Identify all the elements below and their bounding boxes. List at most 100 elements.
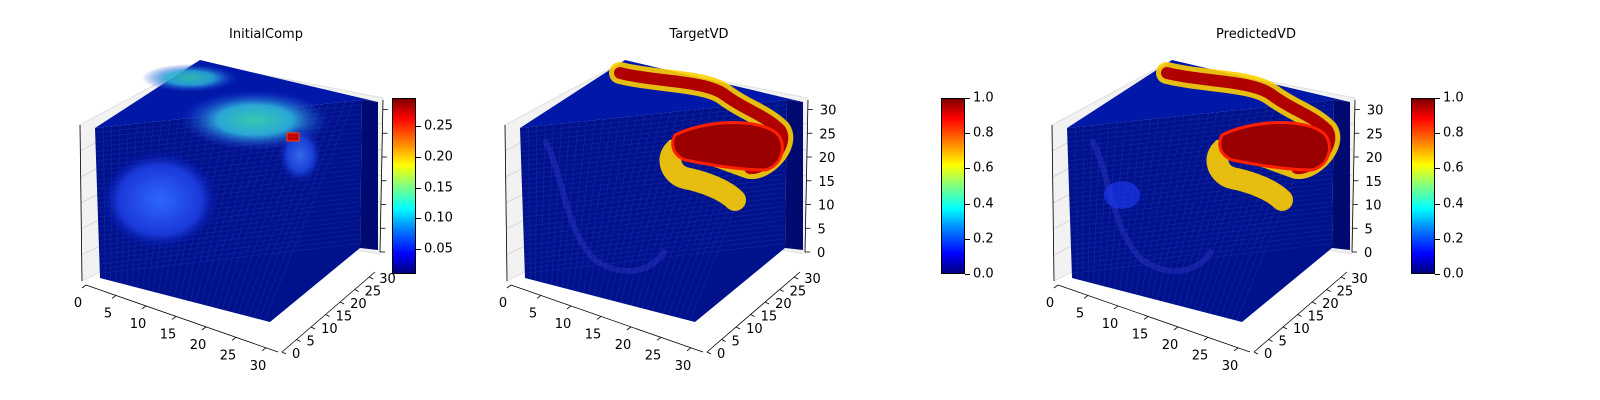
y-tick-label: 10 [746,322,763,337]
feature-blob [100,150,220,250]
y-tick-label: 15 [336,310,353,325]
colorbar-tick-label: 0.10 [424,210,453,226]
x-tick-mark [231,337,237,341]
y-tick-mark [764,301,770,305]
y-tick-label: 0 [292,347,300,362]
y-tick-label: 20 [350,297,367,312]
colorbar-tick-mark [416,218,421,220]
x-tick-mark [81,284,87,289]
feature-blob [1104,181,1140,209]
x-tick-label: 5 [529,306,537,321]
x-tick-mark [536,295,542,299]
x-tick-label: 25 [220,348,237,363]
y-tick-label: 30 [379,272,396,287]
x-tick-mark [171,316,177,320]
z-axis-right-line [1351,99,1356,253]
y-tick-label: 30 [804,272,821,287]
y-tick-label: 15 [1308,310,1325,325]
y-tick-mark [1297,314,1302,317]
colorbar-tick-label: 0.05 [424,241,453,257]
y-tick-label: 20 [1322,297,1339,312]
y-tick-label: 5 [732,335,740,350]
y-tick-label: 0 [1264,347,1272,362]
x-tick-label: 20 [615,338,632,353]
x-tick-mark [626,326,632,331]
y-axis-line [706,271,801,353]
colorbar-gradient [941,98,965,274]
colorbar-initialcomp: 0.05 0.10 0.15 0.20 0.25 [392,98,472,274]
colorbar-targetvd: 0.0 0.2 0.4 0.6 0.8 1.0 [941,91,1021,282]
z-tick-label: 5 [817,222,825,237]
chart-panel-predictedvd: PredictedVD 0 5 10 15 20 25 30 0 5 10 15 20 25 30 0 5 10… [972,0,1505,400]
colorbar-gradient [392,98,416,274]
z-tick-label: 10 [818,199,835,214]
x-tick-label: 25 [645,348,662,363]
chart-title: TargetVD [669,27,729,42]
cube-top-face [520,60,803,128]
x-tick-label: 5 [1076,306,1084,321]
z-tick-label: 15 [1365,175,1382,190]
colorbar-tick-label: 0.8 [1443,125,1464,141]
colorbar-tick-label: 1.0 [973,90,994,106]
x-tick-label: 20 [190,338,207,353]
y-tick-mark [1326,289,1331,292]
y-tick-mark [1311,301,1317,305]
y-tick-label: 25 [1337,285,1354,300]
y-tick-label: 5 [307,335,315,350]
y-tick-mark [354,289,359,292]
voxel-features [542,62,794,274]
x-tick-label: 25 [1192,348,1209,363]
colorbar-tick-mark [965,238,970,240]
z-tick-label: 15 [818,175,835,190]
z-axis-right-line [379,99,384,253]
y-tick-label: 25 [790,285,807,300]
y-tick-mark [721,339,726,342]
colorbar-tick-mark [965,168,970,170]
colorbar-tick-label: 0.0 [1443,266,1464,282]
z-tick-label: 30 [820,104,837,119]
y-tick-label: 25 [365,285,382,300]
y-tick-mark [325,314,330,317]
y-tick-mark [706,351,712,355]
x-tick-mark [261,347,267,352]
x-tick-label: 15 [160,327,177,342]
colorbar-tick-mark [1435,274,1440,275]
colorbar-tick-label: 0.6 [973,160,994,176]
x-tick-mark [656,337,662,341]
x-tick-label: 10 [555,317,572,332]
colorbar-tick-label: 0.2 [1443,231,1464,247]
y-axis-line [281,271,376,353]
colorbar-tick-mark [416,156,421,158]
colorbar-tick-mark [965,133,970,135]
y-axis-line [1253,271,1348,353]
y-tick-label: 15 [761,310,778,325]
chart-panel-initialcomp: InitialComp 0 5 10 15 20 25 30 0 5 10 15 20 25 30 [0,0,533,400]
x-tick-mark [1053,284,1059,289]
y-tick-mark [296,339,301,342]
y-tick-mark [310,326,316,330]
x-axis-line [510,284,704,353]
z-axis-line [1051,124,1055,282]
y-tick-mark [779,289,784,292]
colorbar-tick-mark [1435,238,1440,240]
feature-faint-outline [1089,138,1215,274]
y-tick-label: 0 [717,347,725,362]
x-axis-line [85,284,279,353]
y-tick-mark [281,351,287,355]
colorbar-tick-label: 0.2 [973,231,994,247]
feature-channel-blob [1218,121,1331,172]
feature-hotspot [286,132,300,142]
x-tick-label: 5 [104,306,112,321]
colorbar-tick-label: 0.6 [1443,160,1464,176]
x-tick-label: 20 [1162,338,1179,353]
x-tick-mark [141,305,147,310]
y-tick-mark [794,276,799,280]
y-tick-label: 5 [1279,335,1287,350]
colorbar-tick-label: 0.4 [1443,196,1464,212]
feature-blob [278,127,322,183]
y-tick-mark [1253,351,1259,355]
feature-blob [142,64,238,92]
z-tick-label: 20 [819,151,836,166]
colorbar-tick-label: 0.25 [424,118,453,134]
cube-top-face [1067,60,1350,128]
